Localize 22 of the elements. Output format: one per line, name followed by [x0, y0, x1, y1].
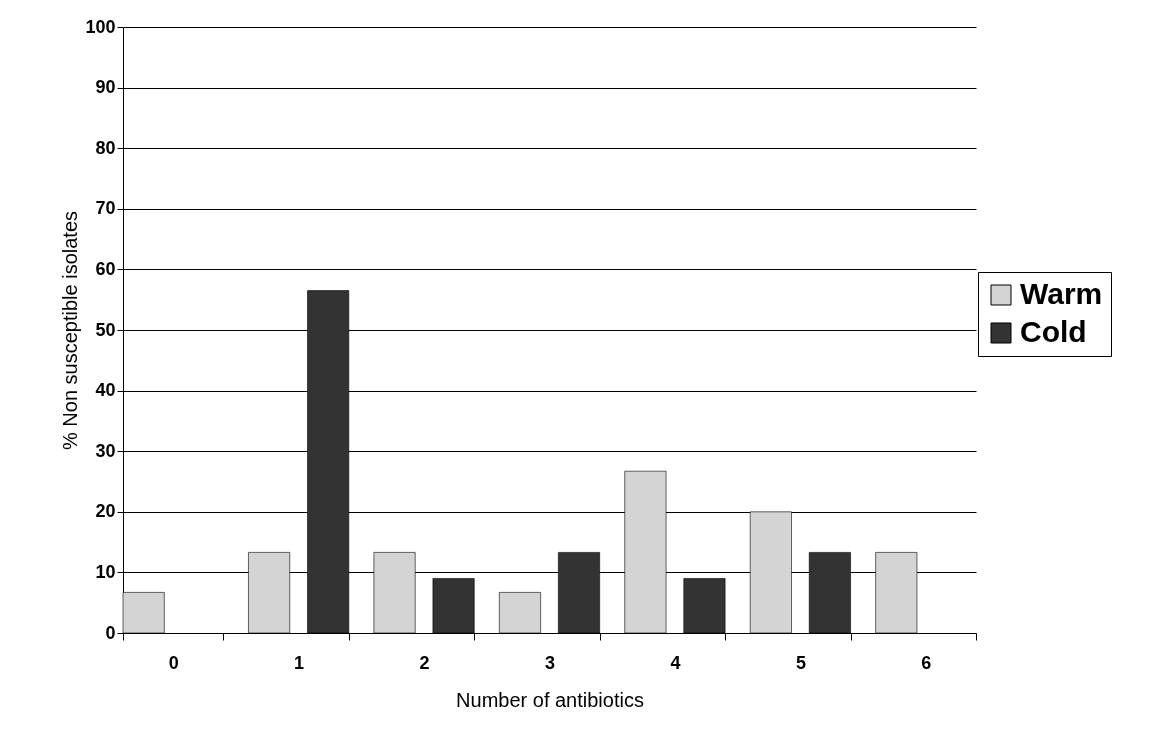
y-tick-label: 40: [95, 380, 116, 401]
y-tick-label: 10: [95, 561, 116, 582]
x-tick-label: 5: [795, 652, 806, 673]
x-tick-label: 6: [921, 652, 932, 673]
y-tick-label: 20: [95, 501, 116, 522]
legend-label: Warm: [1020, 277, 1103, 310]
y-axis-title: % Non susceptible isolates: [59, 210, 82, 451]
x-tick-label: 4: [670, 652, 681, 673]
x-tick-label: 1: [294, 652, 305, 673]
y-tick-label: 90: [95, 77, 116, 98]
legend-label: Cold: [1020, 315, 1087, 348]
x-axis-title: Number of antibiotics: [456, 688, 644, 711]
y-tick-label: 80: [95, 137, 116, 158]
y-tick-label: 50: [95, 319, 116, 340]
y-tick-label: 0: [105, 622, 116, 643]
x-tick-label: 0: [168, 652, 179, 673]
y-tick-label: 60: [95, 258, 116, 279]
y-tick-label: 100: [85, 16, 116, 37]
x-tick-label: 3: [544, 652, 556, 673]
y-tick-label: 70: [95, 198, 116, 219]
x-tick-label: 2: [419, 652, 430, 673]
y-tick-label: 30: [95, 440, 116, 461]
